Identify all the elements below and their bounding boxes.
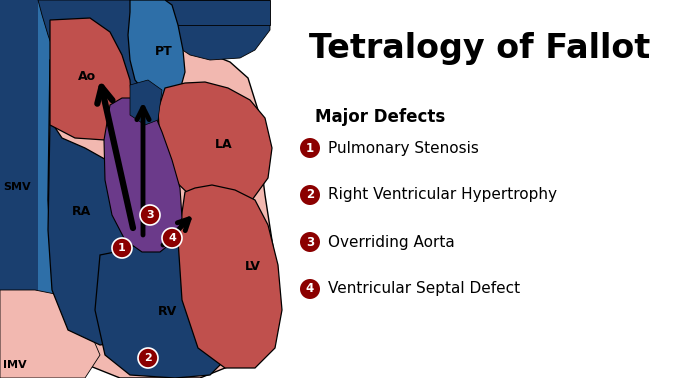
Text: Pulmonary Stenosis: Pulmonary Stenosis (328, 141, 479, 155)
Polygon shape (178, 185, 282, 368)
Polygon shape (0, 290, 100, 378)
Text: 4: 4 (168, 233, 176, 243)
Polygon shape (38, 0, 60, 378)
Text: 3: 3 (306, 235, 314, 248)
Text: RA: RA (72, 205, 91, 218)
Polygon shape (0, 0, 38, 378)
Text: LA: LA (215, 138, 233, 151)
Text: 3: 3 (146, 210, 154, 220)
Circle shape (140, 205, 160, 225)
Circle shape (300, 185, 320, 205)
Polygon shape (104, 98, 182, 252)
Text: RV: RV (158, 305, 177, 318)
Circle shape (112, 238, 132, 258)
Text: 4: 4 (306, 282, 314, 296)
Text: 2: 2 (144, 353, 152, 363)
Text: 2: 2 (306, 189, 314, 201)
Polygon shape (95, 233, 238, 378)
Text: 1: 1 (118, 243, 126, 253)
Text: Tetralogy of Fallot: Tetralogy of Fallot (309, 32, 651, 65)
Text: PT: PT (155, 45, 173, 58)
Circle shape (138, 348, 158, 368)
Text: Overriding Aorta: Overriding Aorta (328, 234, 455, 249)
Circle shape (162, 228, 182, 248)
Text: LV: LV (245, 260, 261, 273)
Text: Major Defects: Major Defects (315, 108, 445, 126)
Polygon shape (158, 0, 270, 25)
Circle shape (300, 232, 320, 252)
Polygon shape (50, 18, 132, 140)
Polygon shape (38, 0, 160, 88)
Text: Ao: Ao (78, 70, 96, 83)
Polygon shape (158, 82, 272, 208)
Polygon shape (48, 48, 275, 378)
Circle shape (300, 279, 320, 299)
Polygon shape (48, 120, 160, 345)
Text: IMV: IMV (3, 360, 27, 370)
Polygon shape (148, 0, 270, 60)
Circle shape (300, 138, 320, 158)
Polygon shape (128, 0, 185, 100)
Text: Right Ventricular Hypertrophy: Right Ventricular Hypertrophy (328, 187, 557, 203)
Text: 1: 1 (306, 141, 314, 155)
Text: Ventricular Septal Defect: Ventricular Septal Defect (328, 282, 520, 296)
Text: SMV: SMV (3, 182, 31, 192)
Polygon shape (130, 80, 162, 125)
